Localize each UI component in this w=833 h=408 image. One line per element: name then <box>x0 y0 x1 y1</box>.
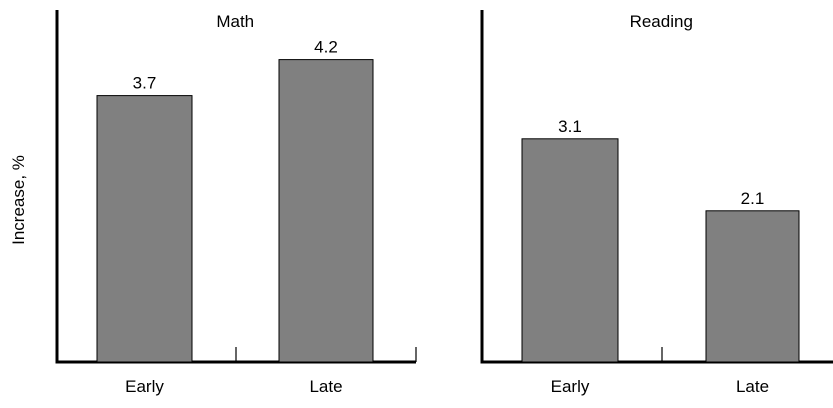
x-tick-label: Late <box>736 377 769 396</box>
y-axis-label: Increase, % <box>9 155 28 245</box>
bar-value-label: 3.7 <box>133 74 157 93</box>
bar-value-label: 2.1 <box>741 189 765 208</box>
panels: Math 3.7 Early 4.2 Late Reading 3.1 Early 2.1 Lat… <box>55 10 833 396</box>
x-tick-label: Early <box>125 377 164 396</box>
bar-value-label: 4.2 <box>314 38 338 57</box>
panel-reading: Reading 3.1 Early 2.1 Late <box>480 10 833 396</box>
panel-math: Math 3.7 Early 4.2 Late <box>55 10 417 396</box>
bar-late <box>705 210 800 363</box>
bar-late <box>278 59 374 363</box>
panel-title: Reading <box>630 12 693 31</box>
bar-early <box>96 95 193 363</box>
panel-title: Math <box>216 12 254 31</box>
x-tick-label: Early <box>551 377 590 396</box>
bar-early <box>521 138 619 363</box>
x-tick-label: Late <box>309 377 342 396</box>
bar-value-label: 3.1 <box>558 117 582 136</box>
